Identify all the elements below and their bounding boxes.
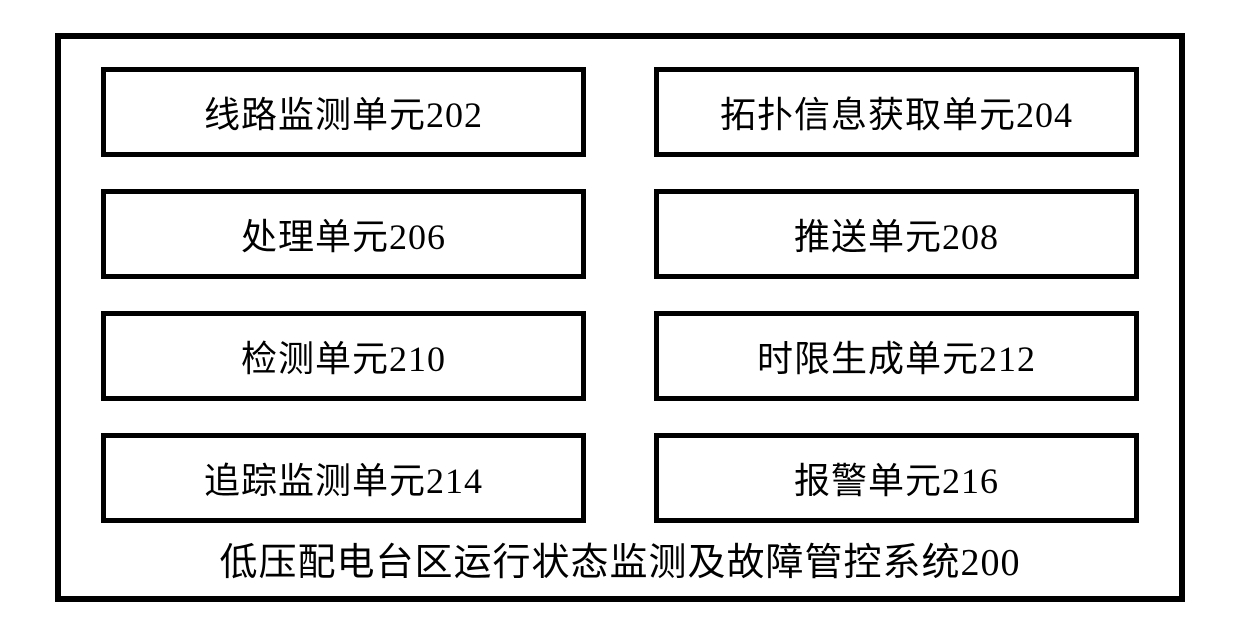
unit-box-line-monitoring: 线路监测单元202 (101, 67, 586, 157)
unit-box-tracking: 追踪监测单元214 (101, 433, 586, 523)
unit-box-processing: 处理单元206 (101, 189, 586, 279)
unit-box-time-limit: 时限生成单元212 (654, 311, 1139, 401)
unit-box-topology-info: 拓扑信息获取单元204 (654, 67, 1139, 157)
system-diagram-container: 线路监测单元202 拓扑信息获取单元204 处理单元206 推送单元208 检测… (55, 33, 1185, 602)
unit-box-detection: 检测单元210 (101, 311, 586, 401)
units-grid: 线路监测单元202 拓扑信息获取单元204 处理单元206 推送单元208 检测… (101, 67, 1139, 523)
unit-box-alarm: 报警单元216 (654, 433, 1139, 523)
system-title: 低压配电台区运行状态监测及故障管控系统200 (101, 531, 1139, 586)
unit-box-push: 推送单元208 (654, 189, 1139, 279)
